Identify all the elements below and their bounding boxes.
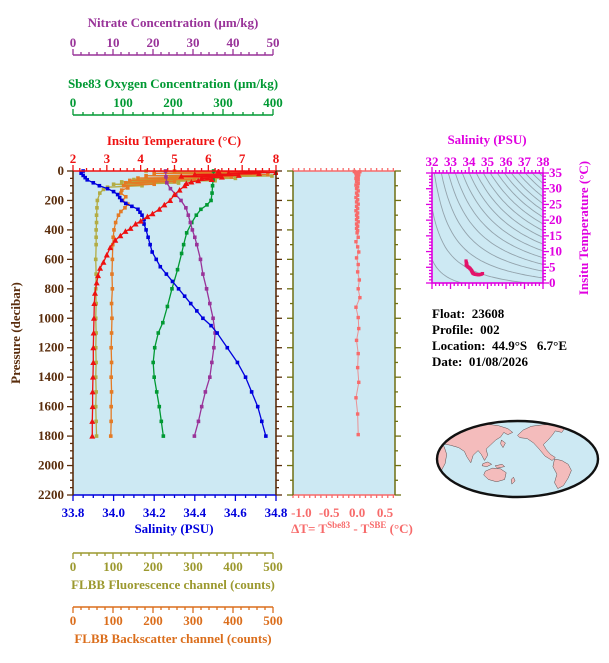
- svg-text:20: 20: [147, 35, 160, 50]
- svg-text:35: 35: [481, 154, 495, 169]
- svg-text:1800: 1800: [38, 428, 64, 443]
- svg-text:33.8: 33.8: [62, 505, 85, 520]
- svg-text:200: 200: [143, 613, 163, 628]
- svg-text:-0.5: -0.5: [319, 505, 340, 520]
- meta-profile-number: Profile: 002: [432, 322, 500, 337]
- axes-frames-and-ticks: [67, 49, 549, 613]
- ts-data-curve: [464, 259, 485, 277]
- svg-text:200: 200: [45, 192, 65, 207]
- svg-text:25: 25: [549, 196, 563, 211]
- svg-text:-1.0: -1.0: [291, 505, 312, 520]
- svg-text:500: 500: [263, 613, 283, 628]
- svg-text:500: 500: [263, 559, 283, 574]
- dt-points: [352, 169, 362, 437]
- svg-text:200: 200: [163, 95, 183, 110]
- svg-text:600: 600: [45, 251, 65, 266]
- svg-text:1000: 1000: [38, 310, 64, 325]
- svg-text:0: 0: [58, 163, 65, 178]
- dt-axis-title: ΔT= TSbe83 - TSBE (°C): [291, 520, 413, 536]
- svg-text:7: 7: [239, 151, 246, 166]
- oxygen-axis-title: Sbe83 Oxygen Concentration (µm/kg): [68, 76, 278, 91]
- profile-curves: [79, 169, 278, 439]
- svg-text:34.6: 34.6: [224, 505, 247, 520]
- svg-text:10: 10: [107, 35, 120, 50]
- svg-text:200: 200: [143, 559, 163, 574]
- svg-text:36: 36: [500, 154, 514, 169]
- svg-text:50: 50: [267, 35, 280, 50]
- svg-text:34.8: 34.8: [265, 505, 288, 520]
- svg-text:0: 0: [70, 35, 77, 50]
- svg-text:400: 400: [223, 559, 243, 574]
- svg-text:100: 100: [103, 613, 123, 628]
- ts-temperature-title: Insitu Temperature (°C): [576, 161, 591, 295]
- svg-text:0: 0: [549, 275, 556, 290]
- svg-text:20: 20: [549, 212, 562, 227]
- svg-text:5: 5: [549, 259, 556, 274]
- svg-text:300: 300: [213, 95, 233, 110]
- svg-text:38: 38: [537, 154, 551, 169]
- svg-text:10: 10: [549, 244, 562, 259]
- svg-text:400: 400: [45, 222, 65, 237]
- svg-text:0: 0: [70, 613, 77, 628]
- svg-text:3: 3: [104, 151, 111, 166]
- backscatter-axis-title: FLBB Backscatter channel (counts): [74, 631, 271, 646]
- svg-text:1200: 1200: [38, 340, 64, 355]
- plot-backgrounds: [73, 171, 543, 495]
- svg-text:37: 37: [518, 154, 532, 169]
- svg-text:8: 8: [273, 151, 280, 166]
- svg-text:5: 5: [171, 151, 178, 166]
- meta-location: Location: 44.9°S 6.7°E: [432, 338, 567, 353]
- svg-text:34.0: 34.0: [102, 505, 125, 520]
- ts-salinity-title: Salinity (PSU): [447, 132, 526, 147]
- nitrate-axis-title: Nitrate Concentration (µm/kg): [88, 15, 259, 30]
- meta-date: Date: 01/08/2026: [432, 354, 529, 369]
- svg-text:300: 300: [183, 613, 203, 628]
- meta-float-id: Float: 23608: [432, 306, 505, 321]
- svg-text:2: 2: [70, 151, 77, 166]
- fluorescence-axis-title: FLBB Fluorescence channel (counts): [71, 577, 275, 592]
- svg-text:300: 300: [183, 559, 203, 574]
- svg-text:4: 4: [137, 151, 144, 166]
- temperature-axis-title: Insitu Temperature (°C): [107, 133, 241, 148]
- svg-text:100: 100: [103, 559, 123, 574]
- svg-text:0: 0: [70, 95, 77, 110]
- svg-text:1600: 1600: [38, 399, 64, 414]
- svg-text:35: 35: [549, 165, 563, 180]
- svg-text:0: 0: [70, 559, 77, 574]
- world-map: [435, 419, 600, 499]
- svg-text:100: 100: [113, 95, 133, 110]
- svg-text:2200: 2200: [38, 487, 64, 502]
- svg-text:400: 400: [263, 95, 283, 110]
- svg-text:30: 30: [549, 181, 562, 196]
- svg-text:15: 15: [549, 228, 563, 243]
- svg-text:1400: 1400: [38, 369, 64, 384]
- svg-text:2000: 2000: [38, 458, 64, 473]
- svg-text:34.2: 34.2: [143, 505, 166, 520]
- pressure-axis-title: Pressure (decibar): [8, 282, 23, 384]
- salinity-axis-title: Salinity (PSU): [134, 521, 213, 536]
- svg-text:800: 800: [45, 281, 65, 296]
- svg-text:6: 6: [205, 151, 212, 166]
- svg-text:0.0: 0.0: [349, 505, 365, 520]
- svg-text:32: 32: [426, 154, 439, 169]
- svg-text:40: 40: [227, 35, 240, 50]
- svg-text:34.4: 34.4: [183, 505, 206, 520]
- svg-text:30: 30: [187, 35, 200, 50]
- svg-text:400: 400: [223, 613, 243, 628]
- svg-text:33: 33: [444, 154, 458, 169]
- svg-text:34: 34: [463, 154, 477, 169]
- float-position-marker: [454, 485, 457, 489]
- svg-text:0.5: 0.5: [377, 505, 394, 520]
